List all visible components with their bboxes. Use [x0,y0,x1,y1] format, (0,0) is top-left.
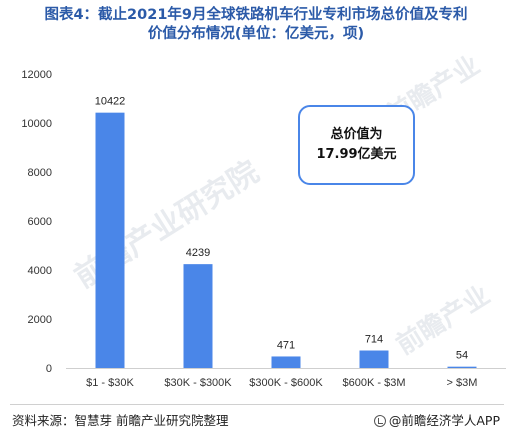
bar-value-label: 10422 [95,96,126,108]
bar [447,366,477,368]
y-tick-label: 12000 [21,69,52,81]
y-axis: 0 2000 4000 6000 8000 10000 12000 [21,69,52,375]
brand-logo-icon [373,415,386,427]
x-tick-label: > $3M [447,377,478,389]
bar [183,264,213,368]
y-tick-label: 4000 [28,265,52,277]
bar [95,112,125,368]
y-tick-label: 0 [46,363,52,375]
footer-divider [10,404,504,405]
bar-value-label: 4239 [186,247,210,259]
callout-line2: 17.99亿美元 [316,147,397,162]
x-tick-label: $1 - $30K [86,377,134,389]
bar-value-label: 714 [365,334,383,346]
x-tick-label: $30K - $300K [164,377,232,389]
chart-title-line2: 价值分布情况(单位：亿美元，项) [147,26,365,42]
x-axis: $1 - $30K $30K - $300K $300K - $600K $600K … [86,377,477,389]
source-note: 资料来源：智慧芽 前瞻产业研究院整理 [12,413,229,428]
callout-line1: 总价值为 [330,127,383,142]
brand-credit: @前瞻经济学人APP [373,410,500,429]
bars [95,112,477,368]
chart-title: 图表4：截止2021年9月全球铁路机车行业专利市场总价值及专利 价值分布情况(单… [0,6,512,44]
y-tick-label: 8000 [28,167,52,179]
total-value-callout: 总价值为 17.99亿美元 [298,105,415,185]
bar [359,350,389,368]
y-tick-label: 10000 [21,118,52,130]
x-tick-label: $300K - $600K [249,377,323,389]
data-labels: 10422 4239 471 714 54 [95,96,468,362]
bar-value-label: 471 [277,339,295,351]
bar [271,356,301,368]
y-tick-label: 2000 [28,314,52,326]
chart-title-line1: 图表4：截止2021年9月全球铁路机车行业专利市场总价值及专利 [44,7,468,23]
brand-text: @前瞻经济学人APP [388,413,500,428]
y-tick-label: 6000 [28,216,52,228]
x-tick-label: $600K - $3M [343,377,406,389]
bar-value-label: 54 [456,350,468,362]
